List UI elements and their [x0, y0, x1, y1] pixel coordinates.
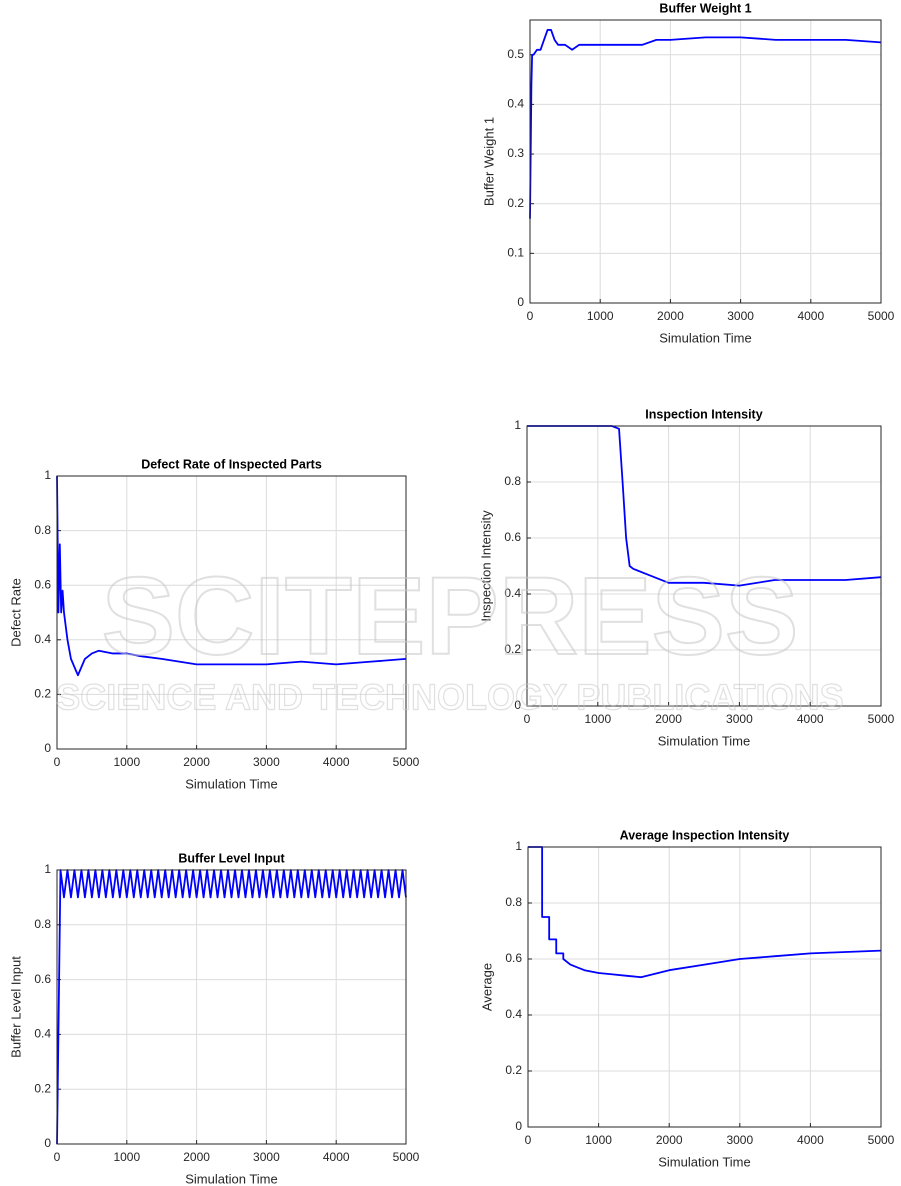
chart-title: Inspection Intensity — [645, 407, 762, 421]
x-tick-label: 3000 — [253, 1150, 280, 1164]
x-tick-label: 2000 — [183, 1150, 210, 1164]
y-tick-label: 0.3 — [507, 146, 524, 160]
y-axis-label: Inspection Intensity — [478, 510, 493, 622]
y-tick-label: 0.4 — [507, 97, 524, 111]
x-tick-label: 2000 — [657, 309, 684, 323]
axes-box — [526, 425, 882, 707]
y-axis-label: Buffer Weight 1 — [481, 117, 496, 206]
y-tick-label: 0.8 — [34, 917, 51, 931]
plot-area — [530, 20, 881, 303]
y-tick-label: 0.2 — [507, 196, 524, 210]
y-tick-label: 0 — [517, 295, 524, 309]
y-tick-label: 1 — [515, 839, 522, 853]
plot-area — [57, 870, 406, 1144]
x-tick-label: 1000 — [584, 712, 611, 726]
y-tick-label: 1 — [44, 862, 51, 876]
x-tick-label: 4000 — [323, 755, 350, 769]
y-tick-label: 0.5 — [507, 47, 524, 61]
x-axis-label: Simulation Time — [658, 1154, 750, 1169]
x-tick-label: 1000 — [113, 1150, 140, 1164]
x-tick-label: 1000 — [113, 755, 140, 769]
x-tick-label: 0 — [524, 712, 531, 726]
axes-box — [529, 19, 882, 304]
axes-box — [527, 846, 882, 1128]
y-tick-label: 0.8 — [34, 523, 51, 537]
data-line — [56, 869, 407, 1145]
x-tick-label: 4000 — [797, 1133, 824, 1147]
x-tick-label: 4000 — [797, 712, 824, 726]
axes-box — [56, 475, 407, 750]
plot-area — [528, 847, 881, 1127]
y-tick-label: 0.4 — [505, 1007, 522, 1021]
x-tick-label: 2000 — [183, 755, 210, 769]
data-line — [528, 846, 882, 979]
y-tick-label: 0.6 — [34, 577, 51, 591]
y-tick-label: 0.1 — [507, 246, 524, 260]
y-tick-label: 0.2 — [504, 642, 521, 656]
y-axis-label: Average — [479, 963, 494, 1011]
x-tick-label: 3000 — [726, 712, 753, 726]
y-axis-label: Defect Rate — [8, 578, 23, 647]
y-tick-label: 0.2 — [34, 687, 51, 701]
x-tick-label: 3000 — [726, 1133, 753, 1147]
x-tick-label: 5000 — [393, 755, 420, 769]
x-tick-label: 5000 — [868, 1133, 895, 1147]
plot-area — [527, 426, 881, 706]
y-tick-label: 0.8 — [505, 895, 522, 909]
y-tick-label: 0.2 — [34, 1081, 51, 1095]
x-tick-label: 3000 — [253, 755, 280, 769]
x-axis-label: Simulation Time — [658, 733, 750, 748]
axes-box — [56, 869, 407, 1145]
y-tick-label: 1 — [44, 468, 51, 482]
x-tick-label: 1000 — [585, 1133, 612, 1147]
charts: 0 1000 2000 3000 4000 500000.10.20.30.40.5Buf… — [8, 1, 894, 1186]
y-tick-label: 0.2 — [505, 1063, 522, 1077]
chart-title: Average Inspection Intensity — [620, 828, 790, 842]
y-tick-label: 0 — [515, 1119, 522, 1133]
y-tick-label: 0.8 — [504, 474, 521, 488]
x-tick-label: 5000 — [393, 1150, 420, 1164]
watermark-subtitle: SCIENCE AND TECHNOLOGY PUBLICATIONS — [56, 677, 843, 718]
x-tick-label: 2000 — [656, 1133, 683, 1147]
y-tick-label: 0.4 — [504, 586, 521, 600]
x-tick-label: 4000 — [797, 309, 824, 323]
y-tick-label: 0.4 — [34, 1027, 51, 1041]
data-line — [529, 29, 882, 219]
x-axis-label: Simulation Time — [659, 330, 751, 345]
x-tick-label: 5000 — [868, 309, 895, 323]
x-tick-label: 4000 — [323, 1150, 350, 1164]
y-tick-label: 0.4 — [34, 632, 51, 646]
x-tick-label: 0 — [54, 1150, 61, 1164]
x-tick-label: 5000 — [868, 712, 895, 726]
data-line — [56, 475, 407, 677]
x-tick-label: 1000 — [587, 309, 614, 323]
x-tick-label: 0 — [525, 1133, 532, 1147]
chart-title: Defect Rate of Inspected Parts — [141, 457, 322, 471]
x-tick-label: 2000 — [655, 712, 682, 726]
x-axis-label: Simulation Time — [185, 1171, 277, 1186]
y-tick-label: 1 — [514, 418, 521, 432]
y-axis-label: Buffer Level Input — [8, 956, 23, 1058]
x-axis-label: Simulation Time — [185, 776, 277, 791]
x-tick-label: 3000 — [727, 309, 754, 323]
x-tick-label: 0 — [54, 755, 61, 769]
chart-title: Buffer Level Input — [178, 851, 285, 865]
watermark-title: SCITEPRESS — [102, 555, 799, 678]
y-tick-label: 0.6 — [505, 951, 522, 965]
y-tick-label: 0.6 — [504, 530, 521, 544]
y-tick-label: 0.6 — [34, 972, 51, 986]
y-tick-label: 0 — [44, 741, 51, 755]
plot-area — [57, 476, 406, 749]
y-tick-label: 0 — [514, 698, 521, 712]
y-tick-label: 0 — [44, 1136, 51, 1150]
chart-title: Buffer Weight 1 — [659, 1, 751, 15]
x-tick-label: 0 — [527, 309, 534, 323]
